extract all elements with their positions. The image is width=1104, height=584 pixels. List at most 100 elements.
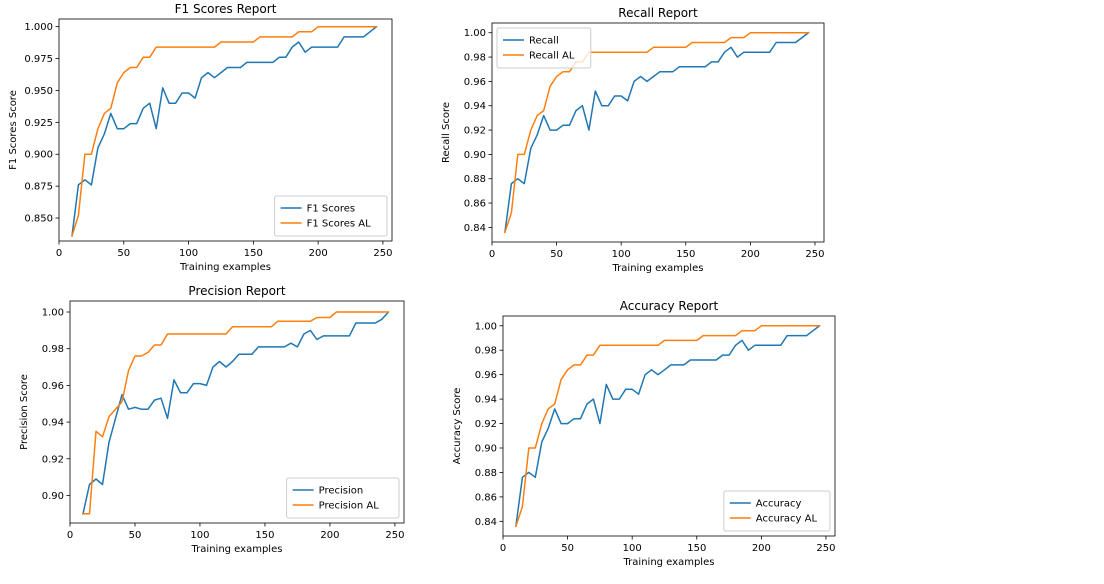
x-tick-label: 100 <box>179 248 198 259</box>
y-tick-label: 0.94 <box>475 395 497 406</box>
x-tick-label: 0 <box>67 530 73 541</box>
y-tick-label: 0.925 <box>24 118 53 129</box>
y-tick-label: 0.86 <box>464 199 486 210</box>
x-tick-label: 200 <box>741 249 760 260</box>
series-line-baseline <box>82 310 390 515</box>
y-tick-label: 0.90 <box>42 491 64 502</box>
y-tick-label: 0.975 <box>24 54 53 65</box>
y-tick-label: 0.88 <box>464 174 486 185</box>
legend-box <box>496 27 592 69</box>
y-tick-label: 0.84 <box>464 223 486 234</box>
x-tick-label: 150 <box>255 530 274 541</box>
legend-box <box>286 477 400 519</box>
x-tick-label: 100 <box>190 530 209 541</box>
legend-label: F1 Scores AL <box>307 219 372 230</box>
x-tick-label: 200 <box>320 530 339 541</box>
legend-label: Recall AL <box>529 51 575 62</box>
legend-box <box>723 490 831 532</box>
y-tick-label: 0.96 <box>475 370 497 381</box>
x-tick-label: 250 <box>385 530 404 541</box>
y-tick-label: 0.96 <box>42 381 64 392</box>
x-axis-label: Training examples <box>179 262 271 273</box>
plot-frame <box>58 18 393 242</box>
y-tick-label: 0.92 <box>475 419 497 430</box>
y-tick-label: 0.96 <box>464 77 486 88</box>
series-line-al <box>514 325 821 528</box>
x-axis-label: Training examples <box>612 263 704 274</box>
y-tick-label: 0.98 <box>464 53 486 64</box>
x-tick-label: 250 <box>816 543 835 554</box>
series-line-baseline <box>515 324 821 528</box>
x-tick-label: 0 <box>500 543 506 554</box>
x-tick-label: 250 <box>805 249 824 260</box>
y-tick-label: 0.98 <box>42 344 64 355</box>
x-tick-label: 50 <box>561 543 574 554</box>
chart-panel-3: 0 50 100 150 200 250 0.90 0.92 0.94 0.96 0.98 1.00 P… <box>19 284 404 555</box>
chart-title: Recall Report <box>618 6 698 20</box>
x-tick-label: 50 <box>550 249 563 260</box>
y-axis-label: Recall Score <box>441 102 452 163</box>
y-tick-label: 0.90 <box>475 444 497 455</box>
chart-panel-4: 0 50 100 150 200 250 0.84 0.86 0.88 0.90 0.92 0.94 0… <box>452 299 836 568</box>
x-tick-label: 0 <box>489 249 495 260</box>
x-tick-label: 150 <box>244 248 263 259</box>
legend-box <box>274 195 388 237</box>
y-tick-label: 0.94 <box>464 101 486 112</box>
plot-frame <box>502 315 836 537</box>
x-tick-label: 50 <box>117 248 130 259</box>
x-tick-label: 0 <box>56 248 62 259</box>
series-line-al <box>71 25 378 237</box>
legend: Precision Precision AL <box>286 477 400 519</box>
legend-label: Recall <box>529 36 559 47</box>
x-tick-label: 100 <box>612 249 631 260</box>
y-tick-label: 0.94 <box>42 418 64 429</box>
y-tick-label: 1.00 <box>464 28 486 39</box>
y-axis-label: Accuracy Score <box>452 388 463 465</box>
y-axis-label: F1 Scores Score <box>8 90 19 170</box>
plot-frame <box>491 22 825 243</box>
plot-frame <box>69 300 405 524</box>
legend: Recall Recall AL <box>496 27 592 69</box>
chart-title: F1 Scores Report <box>175 2 277 16</box>
x-axis-label: Training examples <box>623 557 715 568</box>
chart-title: Accuracy Report <box>620 299 719 313</box>
x-tick-label: 150 <box>676 249 695 260</box>
y-tick-label: 0.90 <box>464 150 486 161</box>
y-tick-label: 0.875 <box>24 182 53 193</box>
y-tick-label: 0.850 <box>24 214 53 225</box>
legend-label: Accuracy <box>756 499 802 510</box>
legend: F1 Scores F1 Scores AL <box>274 195 388 237</box>
y-tick-label: 0.950 <box>24 86 53 97</box>
y-tick-label: 1.00 <box>475 321 497 332</box>
series-line-baseline <box>504 31 810 234</box>
x-axis-label: Training examples <box>191 544 283 555</box>
x-tick-label: 250 <box>373 248 392 259</box>
y-tick-label: 0.92 <box>42 454 64 465</box>
legend-label: Accuracy AL <box>756 514 818 525</box>
y-tick-label: 0.88 <box>475 468 497 479</box>
legend-label: Precision <box>319 486 364 497</box>
y-tick-label: 1.00 <box>42 308 64 319</box>
legend-label: F1 Scores <box>307 204 356 215</box>
y-tick-label: 0.98 <box>475 346 497 357</box>
x-tick-label: 50 <box>129 530 142 541</box>
series-line-al <box>503 31 810 234</box>
x-tick-label: 150 <box>687 543 706 554</box>
series-line-baseline <box>71 25 378 237</box>
chart-title: Precision Report <box>188 284 285 298</box>
y-axis-label: Precision Score <box>19 374 30 450</box>
chart-panel-2: 0 50 100 150 200 250 0.84 0.86 0.88 0.90 0.92 0.94 0… <box>441 6 825 274</box>
x-tick-label: 200 <box>309 248 328 259</box>
y-tick-label: 0.86 <box>475 492 497 503</box>
chart-panel-1: 0 50 100 150 200 250 0.850 0.875 0.900 0.925 0.950… <box>8 2 392 273</box>
y-tick-label: 0.92 <box>464 126 486 137</box>
legend-label: Precision AL <box>319 501 380 512</box>
series-line-al <box>82 311 390 515</box>
x-tick-label: 100 <box>623 543 642 554</box>
legend: Accuracy Accuracy AL <box>723 490 831 532</box>
x-tick-label: 200 <box>752 543 771 554</box>
y-tick-label: 0.84 <box>475 517 497 528</box>
y-tick-label: 0.900 <box>24 150 53 161</box>
y-tick-label: 1.000 <box>24 22 53 33</box>
